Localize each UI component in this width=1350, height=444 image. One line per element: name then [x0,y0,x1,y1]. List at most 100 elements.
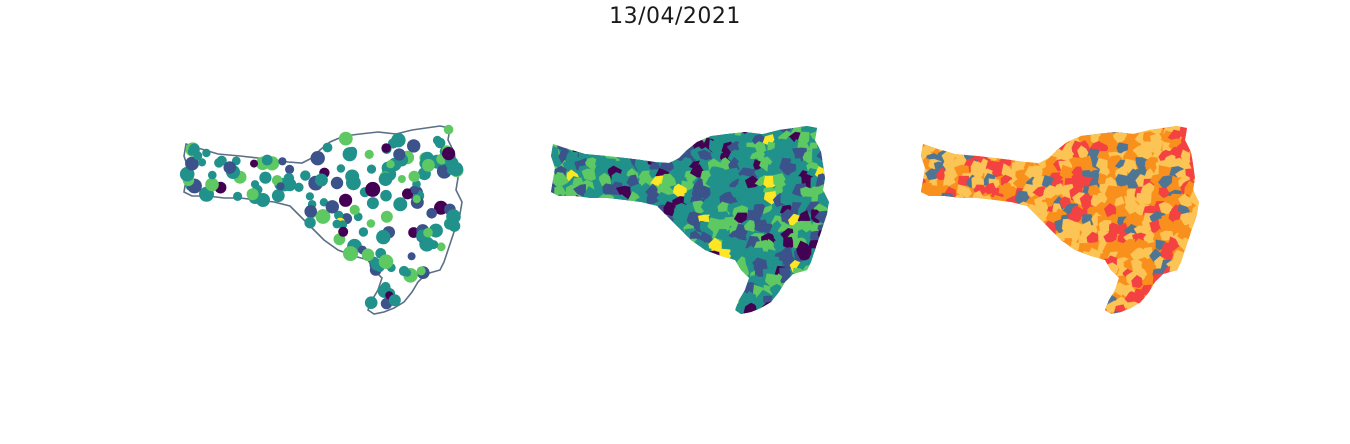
municipality-class-area [1116,126,1131,134]
municipality-area [714,228,731,241]
municipality-class-area [921,167,925,182]
municipality-point [408,170,420,183]
municipality-area [717,265,734,279]
municipality-class-area [972,239,986,255]
municipality-area [757,312,771,314]
municipality-point [429,240,439,250]
municipality-class-area [999,273,1013,291]
municipality-class-area [1009,284,1022,299]
municipality-area [682,283,699,297]
municipality-area [539,158,550,169]
municipality-class-area [977,229,994,242]
municipality-class-area [1155,239,1170,251]
municipality-area [825,222,829,240]
municipality-area [694,312,707,314]
risk-class-map-panel [921,111,1212,314]
municipality-area [711,299,723,314]
municipality-area [576,240,590,256]
municipality-class-area [1012,222,1027,240]
municipality-area [825,245,829,260]
municipality-class-area [1109,312,1124,314]
municipality-class-area [998,237,1012,254]
municipality-class-area [924,287,936,302]
municipality-class-area [983,257,997,272]
municipality-area [610,254,624,271]
municipality-area [681,126,698,127]
municipality-point [305,192,314,201]
municipality-area [781,281,792,298]
municipality-class-area [952,115,964,126]
municipality-area [715,313,728,314]
municipality-class-area [1076,274,1091,288]
municipality-area [642,250,657,265]
municipality-area [675,266,689,281]
municipality-area [585,311,601,314]
municipality-class-area [1103,231,1118,243]
municipality-class-area [1050,269,1066,281]
municipality-point [336,164,346,173]
municipality-class-area [927,196,942,210]
municipality-class-area [1196,312,1199,314]
municipality-area [714,256,730,272]
municipality-class-area [1006,304,1022,314]
municipality-class-area [940,215,956,230]
municipality-point [339,193,353,207]
municipality-area [718,286,733,301]
municipality-class-area [997,127,1011,141]
municipality-class-area [1130,247,1147,261]
municipality-point [208,170,217,180]
municipality-area [772,148,784,159]
municipality-point [185,156,199,171]
municipality-area [774,310,788,314]
municipality-area [583,141,597,154]
municipality-point [325,200,339,214]
municipality-point [364,149,374,159]
municipality-class-area [941,312,954,314]
municipality-area [661,284,676,300]
municipality-class-area [964,239,978,256]
municipality-area [788,283,803,299]
municipality-area [716,301,730,314]
municipality-class-area [1013,300,1026,314]
municipality-class-area [970,141,984,154]
municipality-class-area [921,231,934,245]
municipality-class-area [988,266,1000,280]
municipality-area [672,311,687,314]
municipality-area [647,284,661,301]
municipality-point [332,219,342,229]
municipality-class-area [1059,293,1074,311]
municipality-area [561,219,577,235]
municipality-area [549,112,563,125]
municipality-class-area [973,275,988,287]
municipality-class-area [1078,112,1092,125]
municipality-class-area [922,257,937,273]
municipality-class-area [922,209,939,225]
municipality-area [661,234,674,251]
municipality-area [618,292,633,308]
municipality-class-area [932,275,948,290]
municipality-class-area [1177,126,1193,128]
municipality-area [814,283,828,297]
municipality-class-area [1144,156,1159,171]
municipality-point [205,177,219,192]
municipality-area [627,268,640,281]
municipality-class-area [960,249,974,265]
municipality-class-area [1032,255,1049,269]
municipality-class-area [1199,148,1212,163]
municipality-area [745,309,759,314]
municipality-area [590,230,606,246]
municipality-point [223,161,237,174]
municipality-class-area [1104,111,1120,126]
municipality-area [626,132,642,150]
municipality-class-area [1045,269,1057,285]
municipality-area [648,259,663,272]
municipality-class-area [950,271,967,286]
municipality-area [824,159,829,175]
municipality-area [592,300,607,314]
municipality-area [554,309,565,314]
municipality-class-area [959,267,975,284]
municipality-area [682,257,698,274]
municipality-area [580,246,594,261]
municipality-area [575,270,589,289]
municipality-area [552,194,566,210]
